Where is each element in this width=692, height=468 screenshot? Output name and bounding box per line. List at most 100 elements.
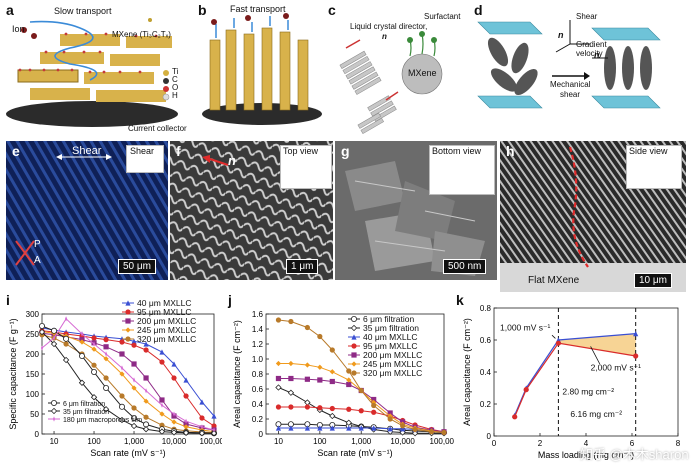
data-point <box>317 364 323 370</box>
legend-label: 180 μm macroporous film <box>63 417 142 424</box>
data-point <box>317 405 323 411</box>
annotation-1000: 1,000 mV s⁻¹ <box>500 322 550 332</box>
data-point <box>428 429 435 435</box>
data-point <box>304 399 311 406</box>
data-point <box>52 335 56 341</box>
shear-inset-label: Shear <box>130 146 155 156</box>
data-point <box>183 393 189 399</box>
legend-label: 245 μm MXLLC <box>363 359 422 369</box>
data-point <box>412 426 418 433</box>
data-point <box>275 375 282 382</box>
legend-marker <box>125 318 131 324</box>
panel-j: j 10 100 1,000 10,000 100,000 0 0.2 0.4 0.6 0.8 1.… <box>222 292 454 468</box>
data-point <box>304 362 310 368</box>
x-tick-label: 2 <box>538 439 543 448</box>
y-tick-label: 100 <box>26 390 40 399</box>
data-point <box>199 399 205 405</box>
data-point <box>288 318 294 325</box>
y-tick-label: 0.6 <box>252 385 264 394</box>
chart-i-specific-capacitance: 10 100 1,000 10,000 100,000 0 50 100 150 200 250 30… <box>8 298 222 458</box>
x-tick-label: 100,000 <box>430 437 454 446</box>
data-point <box>63 335 70 342</box>
series-line <box>41 318 215 431</box>
panel-h: h Side view Flat MXene 10 μm <box>500 141 686 292</box>
data-point <box>119 371 125 377</box>
data-point <box>329 347 335 353</box>
top-view-label: Top view <box>283 146 319 156</box>
data-point <box>131 415 138 422</box>
legend-marker <box>351 361 357 367</box>
data-point <box>159 359 165 365</box>
mxene-stack <box>17 32 172 102</box>
shaded-region <box>558 333 636 356</box>
n-label-d1: n <box>558 30 564 40</box>
y-tick-label: 50 <box>30 410 39 419</box>
panel-g: g Bottom view 500 nm <box>335 141 497 280</box>
y-axis-label: Areal capacitance (F cm⁻²) <box>462 318 472 426</box>
series-line <box>514 333 636 416</box>
data-point <box>159 397 165 403</box>
data-point <box>633 331 639 337</box>
data-point <box>512 414 518 420</box>
data-point <box>329 425 335 431</box>
x-tick-label: 100 <box>313 437 327 446</box>
x-tick-label: 10 <box>274 437 283 446</box>
legend-c: C <box>172 75 178 84</box>
panel-label-d: d <box>474 2 483 18</box>
annotation-arrow-2000 <box>590 346 601 365</box>
legend-label: 95 μm MXLLC <box>363 341 418 351</box>
data-point <box>358 408 364 414</box>
shear-label: Shear <box>576 12 598 21</box>
slow-transport-schematic <box>6 18 178 127</box>
data-point <box>131 385 137 391</box>
data-point <box>387 410 393 416</box>
data-point <box>346 381 352 388</box>
legend-label: 320 μm MXLLC <box>137 334 196 344</box>
fast-transport-label: Fast transport <box>230 4 286 14</box>
data-point <box>131 338 137 344</box>
data-point <box>119 393 125 399</box>
data-point <box>131 361 137 367</box>
x-tick-label: 100,000 <box>200 437 222 446</box>
data-point <box>329 412 336 420</box>
data-point <box>275 384 282 391</box>
x-tick-label: 1,000 <box>351 437 372 446</box>
data-point <box>159 411 165 417</box>
panel-a: a Slow transport Ion MXene (Ti <box>0 0 196 138</box>
legend-label: 245 μm MXLLC <box>137 325 196 335</box>
panel-e: e Shear Shear P A 50 μm <box>6 141 168 280</box>
data-point <box>346 368 352 374</box>
data-point <box>288 404 294 410</box>
x-tick-label: 10,000 <box>162 437 187 446</box>
data-point <box>304 324 310 331</box>
y-tick-label: 1.0 <box>252 355 264 364</box>
data-point <box>329 405 335 412</box>
y-tick-label: 200 <box>26 350 40 359</box>
data-point <box>103 337 109 343</box>
panel-b: b Fast transport <box>196 0 326 138</box>
panel-label-h: h <box>506 143 515 159</box>
data-point <box>90 394 98 401</box>
panel-i: i 10 100 1,000 10,000 100,000 0 50 100 150 200 250… <box>0 292 222 468</box>
data-point <box>80 331 84 337</box>
data-point <box>79 339 85 345</box>
x-tick-label: 10 <box>50 437 59 446</box>
y-tick-label: 150 <box>26 370 40 379</box>
data-point <box>212 427 216 433</box>
director-label: Liquid crystal director, <box>350 22 428 31</box>
data-point <box>183 421 189 427</box>
y-tick-label: 250 <box>26 330 40 339</box>
data-point <box>346 425 352 431</box>
legend-marker <box>350 324 358 332</box>
ion-label: Ion <box>12 24 25 34</box>
data-point <box>131 405 137 411</box>
data-point <box>387 426 393 432</box>
bottom-view-label: Bottom view <box>432 146 482 156</box>
data-point <box>523 387 529 393</box>
legend-ti: Ti <box>172 67 179 76</box>
x-tick-label: 6 <box>630 439 635 448</box>
data-point <box>287 389 295 396</box>
data-point <box>371 402 377 409</box>
data-point <box>119 339 125 345</box>
legend-marker <box>351 334 357 340</box>
